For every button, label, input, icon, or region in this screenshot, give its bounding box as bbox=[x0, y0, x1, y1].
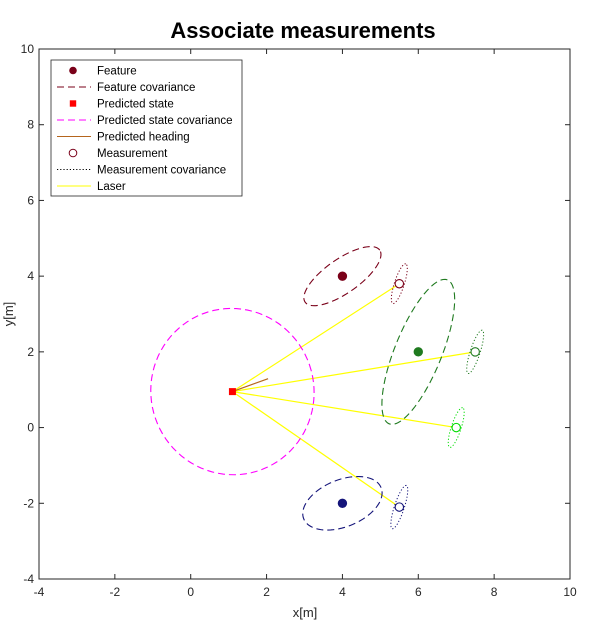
predicted-state-point bbox=[228, 388, 236, 396]
chart-title: Associate measurements bbox=[170, 18, 435, 43]
legend-symbol-measurement bbox=[68, 148, 78, 158]
feature-point-1 bbox=[337, 271, 348, 281]
y-axis-label: y[m] bbox=[1, 302, 16, 327]
laser-beam-4 bbox=[232, 391, 400, 508]
x-tick-label: 4 bbox=[339, 585, 346, 599]
legend-label: Predicted heading bbox=[97, 132, 190, 144]
y-tick-label: 10 bbox=[21, 42, 35, 56]
measurement-covariance-4 bbox=[390, 484, 409, 530]
chart-marks bbox=[150, 246, 485, 531]
x-tick-label: 0 bbox=[187, 585, 194, 599]
measurement-covariance-2 bbox=[466, 329, 485, 375]
y-tick-label: 6 bbox=[27, 193, 34, 207]
measurement-point-1 bbox=[394, 278, 405, 289]
laser-beam-2 bbox=[232, 351, 476, 393]
x-tick-label: 2 bbox=[263, 585, 270, 599]
legend-symbol-predicted-state bbox=[69, 100, 77, 107]
legend-label: Measurement bbox=[97, 148, 168, 160]
y-tick-label: -2 bbox=[23, 496, 34, 510]
measurement-point-2 bbox=[470, 347, 480, 357]
measurement-point-4 bbox=[394, 502, 405, 512]
x-tick-label: 10 bbox=[563, 585, 577, 599]
feature-covariance-1 bbox=[303, 246, 382, 307]
x-tick-label: -2 bbox=[110, 585, 121, 599]
y-tick-label: 2 bbox=[27, 345, 34, 359]
predicted-heading bbox=[232, 378, 269, 393]
legend-label: Predicted state bbox=[97, 99, 174, 111]
laser-beam-3 bbox=[232, 391, 457, 429]
x-tick-label: 8 bbox=[491, 585, 498, 599]
feature-point-3 bbox=[337, 498, 348, 508]
legend-symbol-feature bbox=[69, 66, 77, 75]
axes: -4 -2 0 2 4 6 8 10 -4 -2 0 2 4 6 8 10 bbox=[21, 42, 577, 599]
laser-beam-1 bbox=[232, 283, 400, 393]
legend-box bbox=[50, 59, 243, 197]
measurement-point-3 bbox=[451, 422, 461, 433]
legend-label: Laser bbox=[97, 181, 126, 193]
feature-covariance-3 bbox=[302, 475, 383, 531]
y-tick-label: -4 bbox=[23, 572, 34, 586]
measurement-covariance-3 bbox=[447, 407, 465, 448]
y-tick-label: 4 bbox=[27, 269, 34, 283]
x-tick-label: -4 bbox=[34, 585, 45, 599]
measurement-covariance-1 bbox=[390, 263, 408, 305]
feature-point-2 bbox=[413, 347, 423, 357]
y-tick-label: 0 bbox=[27, 421, 34, 435]
legend-label: Measurement covariance bbox=[97, 165, 226, 177]
legend-label: Feature covariance bbox=[97, 82, 195, 94]
y-tick-label: 8 bbox=[27, 118, 34, 132]
x-axis-label: x[m] bbox=[293, 605, 318, 620]
axes-box bbox=[38, 48, 571, 580]
x-tick-label: 6 bbox=[415, 585, 422, 599]
legend: Feature Feature covariance Predicted state… bbox=[50, 59, 243, 197]
legend-label: Predicted state covariance bbox=[97, 115, 233, 127]
feature-covariance-2 bbox=[381, 278, 456, 425]
predicted-state-covariance bbox=[150, 307, 315, 476]
legend-label: Feature bbox=[97, 66, 137, 78]
